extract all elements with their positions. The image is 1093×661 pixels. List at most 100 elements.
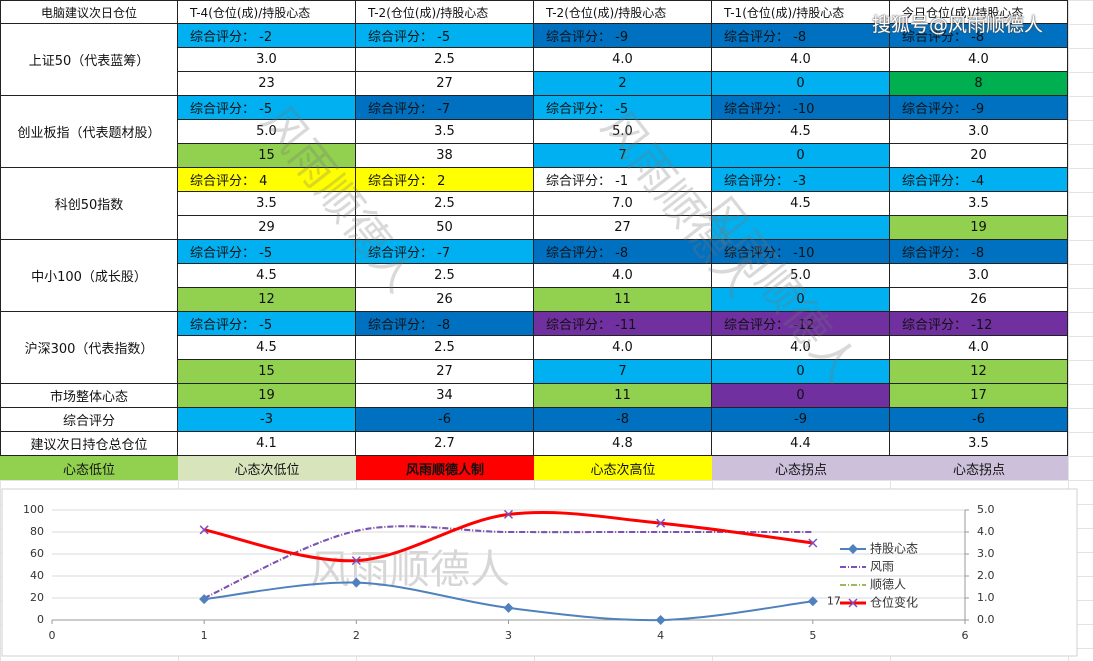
value-cell: 2.7 [356, 432, 534, 456]
point [503, 509, 514, 519]
value-cell: 5.0 [178, 120, 356, 144]
value-cell: 38 [356, 144, 534, 168]
value-cell: 4.0 [712, 336, 890, 360]
y-tick-label: 40 [30, 569, 44, 582]
row-label: 建议次日持仓总仓位 [0, 432, 178, 456]
score-cell: 综合评分： -3 [712, 168, 890, 192]
value-cell: 7 [534, 144, 712, 168]
legend-cell: 心态拐点 [890, 456, 1068, 480]
value-cell: -6 [890, 408, 1068, 432]
value-cell: 17 [890, 384, 1068, 408]
series-line [203, 525, 813, 599]
score-cell: 综合评分： -12 [890, 312, 1068, 336]
score-cell: 综合评分： -8 [890, 24, 1068, 48]
y2-tick-label: 2.0 [977, 569, 995, 582]
value-cell: 0 [712, 384, 890, 408]
score-cell: 综合评分： -5 [178, 240, 356, 264]
x-tick-label: 4 [657, 629, 664, 642]
value-cell: 8 [890, 72, 1068, 96]
legend-label: 持股心态 [870, 541, 918, 556]
value-cell: 4.5 [712, 192, 890, 216]
value-cell: 12 [178, 288, 356, 312]
value-cell: 2 [534, 72, 712, 96]
value-cell: 4.0 [712, 48, 890, 72]
y-tick-label: 20 [30, 591, 44, 604]
value-cell: 19 [890, 216, 1068, 240]
legend-label: 风雨 [870, 560, 894, 574]
x-tick-label: 1 [201, 629, 208, 642]
legend-label: 仓位变化 [870, 595, 918, 610]
y-tick-label: 100 [23, 503, 44, 516]
value-cell: -3 [178, 408, 356, 432]
score-cell: 综合评分： -4 [890, 168, 1068, 192]
row-label: 创业板指（代表题材股） [0, 96, 178, 168]
value-cell: 4.0 [534, 48, 712, 72]
value-cell: 27 [356, 72, 534, 96]
value-cell: 4.5 [712, 120, 890, 144]
score-cell: 综合评分： -7 [356, 96, 534, 120]
value-cell: 3.5 [890, 192, 1068, 216]
score-cell: 综合评分： -12 [712, 312, 890, 336]
value-cell: 19 [178, 384, 356, 408]
score-cell: 综合评分： -2 [178, 24, 356, 48]
score-cell: 综合评分： -8 [890, 240, 1068, 264]
chart-watermark: 风雨顺德人 [310, 547, 510, 593]
value-cell: 11 [534, 384, 712, 408]
y2-tick-label: 1.0 [977, 591, 995, 604]
value-cell: 2.5 [356, 336, 534, 360]
y2-tick-label: 3.0 [977, 547, 995, 560]
value-cell: -6 [356, 408, 534, 432]
value-cell: 0 [712, 288, 890, 312]
value-cell: 4.0 [534, 264, 712, 288]
value-cell: 5.0 [534, 120, 712, 144]
value-cell: 26 [890, 288, 1068, 312]
value-cell: 5.0 [712, 264, 890, 288]
chart-area [1, 488, 1078, 657]
row-label: 科创50指数 [0, 168, 178, 240]
score-cell: 综合评分： -7 [356, 240, 534, 264]
value-cell: 15 [178, 360, 356, 384]
header-cell: 电脑建议次日仓位 [0, 0, 178, 24]
point [199, 594, 210, 605]
legend-cell: 风雨顺德人制 [356, 456, 534, 480]
value-cell: 3.5 [356, 120, 534, 144]
value-cell: 12 [890, 360, 1068, 384]
score-cell: 综合评分： -8 [712, 24, 890, 48]
value-cell: 4.5 [178, 336, 356, 360]
score-cell: 综合评分： -9 [534, 24, 712, 48]
header-cell: T-2(仓位(成)/持股心态 [356, 0, 534, 24]
watermark: 搜狐号@风雨顺德人 [872, 14, 1044, 36]
score-cell: 综合评分： -9 [890, 96, 1068, 120]
score-cell: 综合评分： 4 [178, 168, 356, 192]
score-cell: 综合评分： -5 [178, 96, 356, 120]
header-cell: T-2(仓位(成)/持股心态 [534, 0, 712, 24]
value-cell: 15 [178, 144, 356, 168]
header-cell: 今日仓位(成)/持股心态 [890, 0, 1068, 24]
value-cell: 0 [712, 72, 890, 96]
score-cell: 综合评分： -8 [356, 312, 534, 336]
value-cell: 3.5 [890, 432, 1068, 456]
point [503, 602, 514, 613]
y-tick-label: 0 [37, 613, 44, 626]
value-cell: 0 [712, 144, 890, 168]
x-tick-label: 2 [353, 629, 360, 642]
value-cell: 7.0 [534, 192, 712, 216]
value-cell: 0 [712, 360, 890, 384]
value-cell [712, 216, 890, 240]
value-cell: 3.5 [178, 192, 356, 216]
x-tick-label: 6 [962, 629, 969, 642]
value-cell: 7 [534, 360, 712, 384]
value-cell: 50 [356, 216, 534, 240]
score-cell: 综合评分： -5 [178, 312, 356, 336]
value-cell: 3.0 [890, 120, 1068, 144]
point [351, 556, 361, 566]
value-cell: 29 [178, 216, 356, 240]
value-cell: -9 [712, 408, 890, 432]
value-cell: 2.5 [356, 192, 534, 216]
value-cell: 4.5 [178, 264, 356, 288]
value-cell: 3.0 [178, 48, 356, 72]
score-cell: 综合评分： -11 [534, 312, 712, 336]
score-cell: 综合评分： -5 [356, 24, 534, 48]
score-cell: 综合评分： -1 [534, 168, 712, 192]
